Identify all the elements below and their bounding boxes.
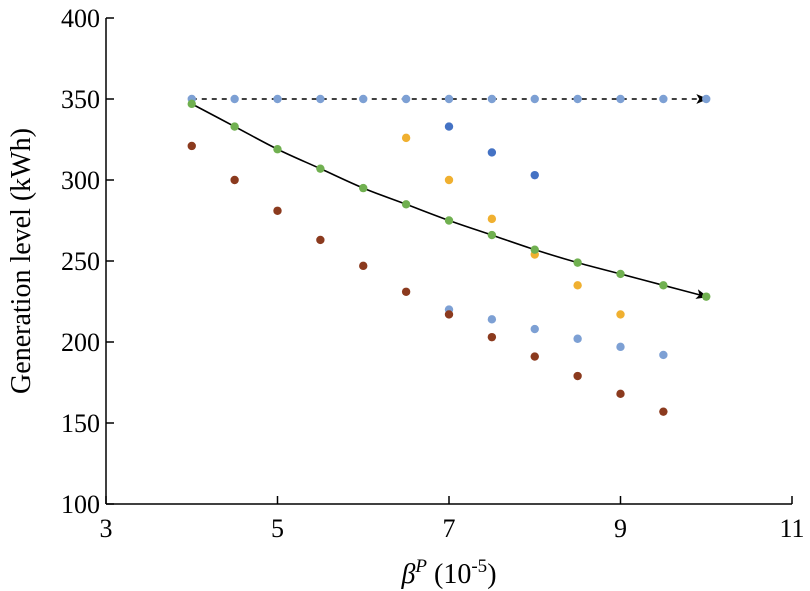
data-point <box>659 350 668 360</box>
data-point <box>616 94 625 104</box>
data-point <box>616 310 625 319</box>
data-point <box>401 94 411 104</box>
data-point <box>659 94 668 104</box>
curve-arrow <box>191 103 709 299</box>
data-point <box>187 141 196 151</box>
data-point <box>573 371 582 381</box>
data-point <box>273 145 282 154</box>
data-point <box>616 342 625 352</box>
data-point <box>316 164 325 173</box>
data-point <box>530 170 539 180</box>
data-point <box>530 324 539 334</box>
data-point <box>444 310 454 319</box>
y-tick-label: 350 <box>61 85 100 114</box>
y-ticks: 100 150 200 250 300 350 400 <box>61 4 114 519</box>
x-axis-label-unit-prefix: (10 <box>427 559 471 590</box>
data-point <box>659 407 668 416</box>
data-point <box>401 287 411 296</box>
data-point <box>273 94 282 104</box>
y-tick-label: 400 <box>61 4 100 33</box>
x-axis-label-unit-exponent: -5 <box>471 556 487 577</box>
data-point <box>273 206 282 215</box>
x-ticks: 3 5 7 9 11 <box>100 496 805 543</box>
data-points <box>187 94 711 416</box>
data-point <box>401 133 411 143</box>
data-point <box>444 94 454 104</box>
data-point <box>316 94 325 104</box>
y-tick-label: 100 <box>61 490 100 519</box>
x-tick-label: 7 <box>443 514 456 543</box>
data-point <box>616 389 625 399</box>
data-point <box>659 281 668 290</box>
x-axis-label-superscript: P <box>414 556 427 577</box>
x-tick-label: 9 <box>614 514 627 543</box>
data-point <box>702 94 711 104</box>
data-point <box>573 94 582 104</box>
data-point <box>530 245 539 254</box>
x-tick-label: 3 <box>100 514 113 543</box>
data-point <box>187 99 196 109</box>
y-axis-label: Generation level (kWh) <box>6 128 37 394</box>
data-point <box>444 122 454 131</box>
data-point <box>444 175 454 185</box>
y-tick-label: 300 <box>61 166 100 195</box>
data-point <box>702 292 711 301</box>
data-point <box>359 261 368 271</box>
data-point <box>230 175 239 185</box>
data-point <box>359 94 368 104</box>
data-point <box>487 148 497 157</box>
data-point <box>487 315 497 324</box>
data-point <box>230 122 239 131</box>
data-point <box>487 230 497 240</box>
data-point <box>444 216 454 225</box>
data-point <box>616 269 625 279</box>
y-tick-label: 200 <box>61 328 100 357</box>
x-axis-label-unit-suffix: ) <box>487 559 496 590</box>
data-point <box>359 183 368 193</box>
data-point <box>401 200 411 209</box>
x-tick-label: 5 <box>271 514 284 543</box>
data-point <box>573 334 582 343</box>
data-point <box>487 214 497 224</box>
data-point <box>316 235 325 245</box>
data-point <box>573 281 582 290</box>
data-point <box>487 332 497 342</box>
data-point <box>573 258 582 267</box>
data-point <box>230 94 239 104</box>
x-axis-label-symbol: β <box>400 559 415 590</box>
x-axis-label: βP (10-5) <box>400 556 496 590</box>
data-point <box>530 94 539 104</box>
x-tick-label: 11 <box>779 514 804 543</box>
data-point <box>530 352 539 361</box>
y-tick-label: 250 <box>61 247 100 276</box>
y-tick-label: 150 <box>61 409 100 438</box>
data-point <box>487 94 497 104</box>
